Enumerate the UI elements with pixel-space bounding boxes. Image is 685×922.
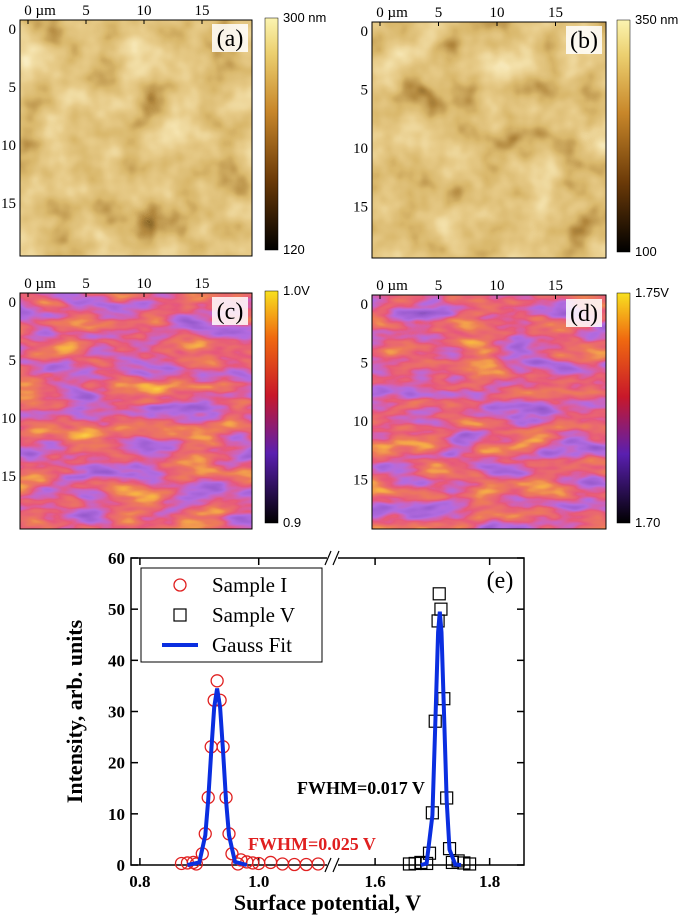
y-tick-label: 5 [361,356,369,372]
legend-marker [173,578,187,592]
legend-label: Sample I [212,573,287,597]
image-border [19,19,253,257]
y-tick-label: 5 [9,353,17,369]
marker [275,857,290,871]
y-tick-label: 10 [108,805,125,824]
y-tick-label: 0 [361,297,369,313]
x-tick-label: 10 [137,276,152,292]
image-border [371,21,607,259]
y-tick-label: 0 [361,24,369,40]
y-tick-label: 0 [9,22,17,38]
x-tick-label: 5 [435,278,443,294]
colorbar-max: 1.0V [283,283,310,298]
axis-break [332,857,340,873]
image-border [19,292,253,530]
axis-break [324,857,332,873]
y-tick-label: 0 [9,295,17,311]
x-tick-label: 15 [195,276,210,292]
marker [432,587,446,601]
scan-image [20,20,252,256]
colorbar-min: 0.9 [283,515,301,530]
panel-label: (e) [487,568,514,594]
axis-break [332,550,340,566]
x-tick-label: 0 µm [376,5,408,21]
marker [462,857,477,871]
x-tick-label: 0 µm [24,276,56,292]
x-tick-label: 5 [435,5,443,21]
x-tick-label: 10 [137,3,152,19]
x-tick-label: 1.8 [479,872,500,891]
y-tick-label: 5 [9,80,17,96]
colorbar-min: 100 [635,244,657,259]
y-tick-label: 15 [353,473,368,489]
colorbar-max: 300 nm [283,10,326,25]
y-tick-label: 30 [108,703,125,722]
axis-break-gap [327,859,338,871]
colorbar [616,292,631,524]
x-tick-label: 10 [490,5,505,21]
colorbar [264,17,279,251]
image-border [371,294,607,530]
axis-break-gap [327,552,338,564]
y-tick-label: 15 [1,196,16,212]
legend-marker [173,608,187,622]
x-axis-label: Surface potential, V [234,890,421,915]
label-bg [212,24,248,52]
y-tick-label: 20 [108,754,125,773]
x-tick-label: 10 [490,278,505,294]
label-bg [212,297,248,325]
y-tick-label: 40 [108,651,125,670]
marker [311,857,325,871]
y-tick-label: 10 [1,138,16,154]
fit-line [186,611,462,867]
y-tick-label: 10 [353,141,368,157]
marker [263,855,278,870]
panel-label: (c) [217,299,244,325]
colorbar-min: 1.70 [635,515,660,530]
colorbar [264,290,279,524]
y-tick-label: 10 [353,414,368,430]
x-tick-label: 0 µm [376,278,408,294]
x-tick-label: 1.0 [248,872,269,891]
x-tick-label: 1.6 [364,872,385,891]
x-tick-label: 0.8 [129,872,150,891]
scan-image [20,293,252,529]
x-tick-label: 5 [82,276,90,292]
axis-break [324,550,332,566]
y-tick-label: 15 [353,200,368,216]
x-tick-label: 5 [82,3,90,19]
x-tick-label: 15 [548,5,563,21]
colorbar [616,19,631,253]
label-bg [566,26,602,54]
colorbar-min: 120 [283,242,305,257]
x-tick-label: 0 µm [24,3,56,19]
x-tick-label: 15 [195,3,210,19]
marker [210,674,224,688]
scan-image [372,295,606,529]
legend-label: Gauss Fit [212,633,292,657]
annotation: FWHM=0.025 V [248,834,376,854]
colorbar-max: 1.75V [635,285,669,300]
colorbar-max: 350 nm [635,12,678,27]
y-tick-label: 10 [1,411,16,427]
y-axis-label: Intensity, arb. units [62,619,87,803]
panel-label: (b) [570,28,598,54]
legend-label: Sample V [212,603,295,627]
y-tick-label: 5 [361,83,369,99]
scan-image [372,22,606,258]
y-tick-label: 60 [108,549,125,568]
label-bg [566,299,602,327]
y-tick-label: 15 [1,469,16,485]
panel-label: (a) [217,26,244,52]
y-tick-label: 50 [108,600,125,619]
annotation: FWHM=0.017 V [297,778,425,798]
x-tick-label: 15 [548,278,563,294]
panel-label: (d) [570,301,598,327]
y-tick-label: 0 [117,856,126,875]
